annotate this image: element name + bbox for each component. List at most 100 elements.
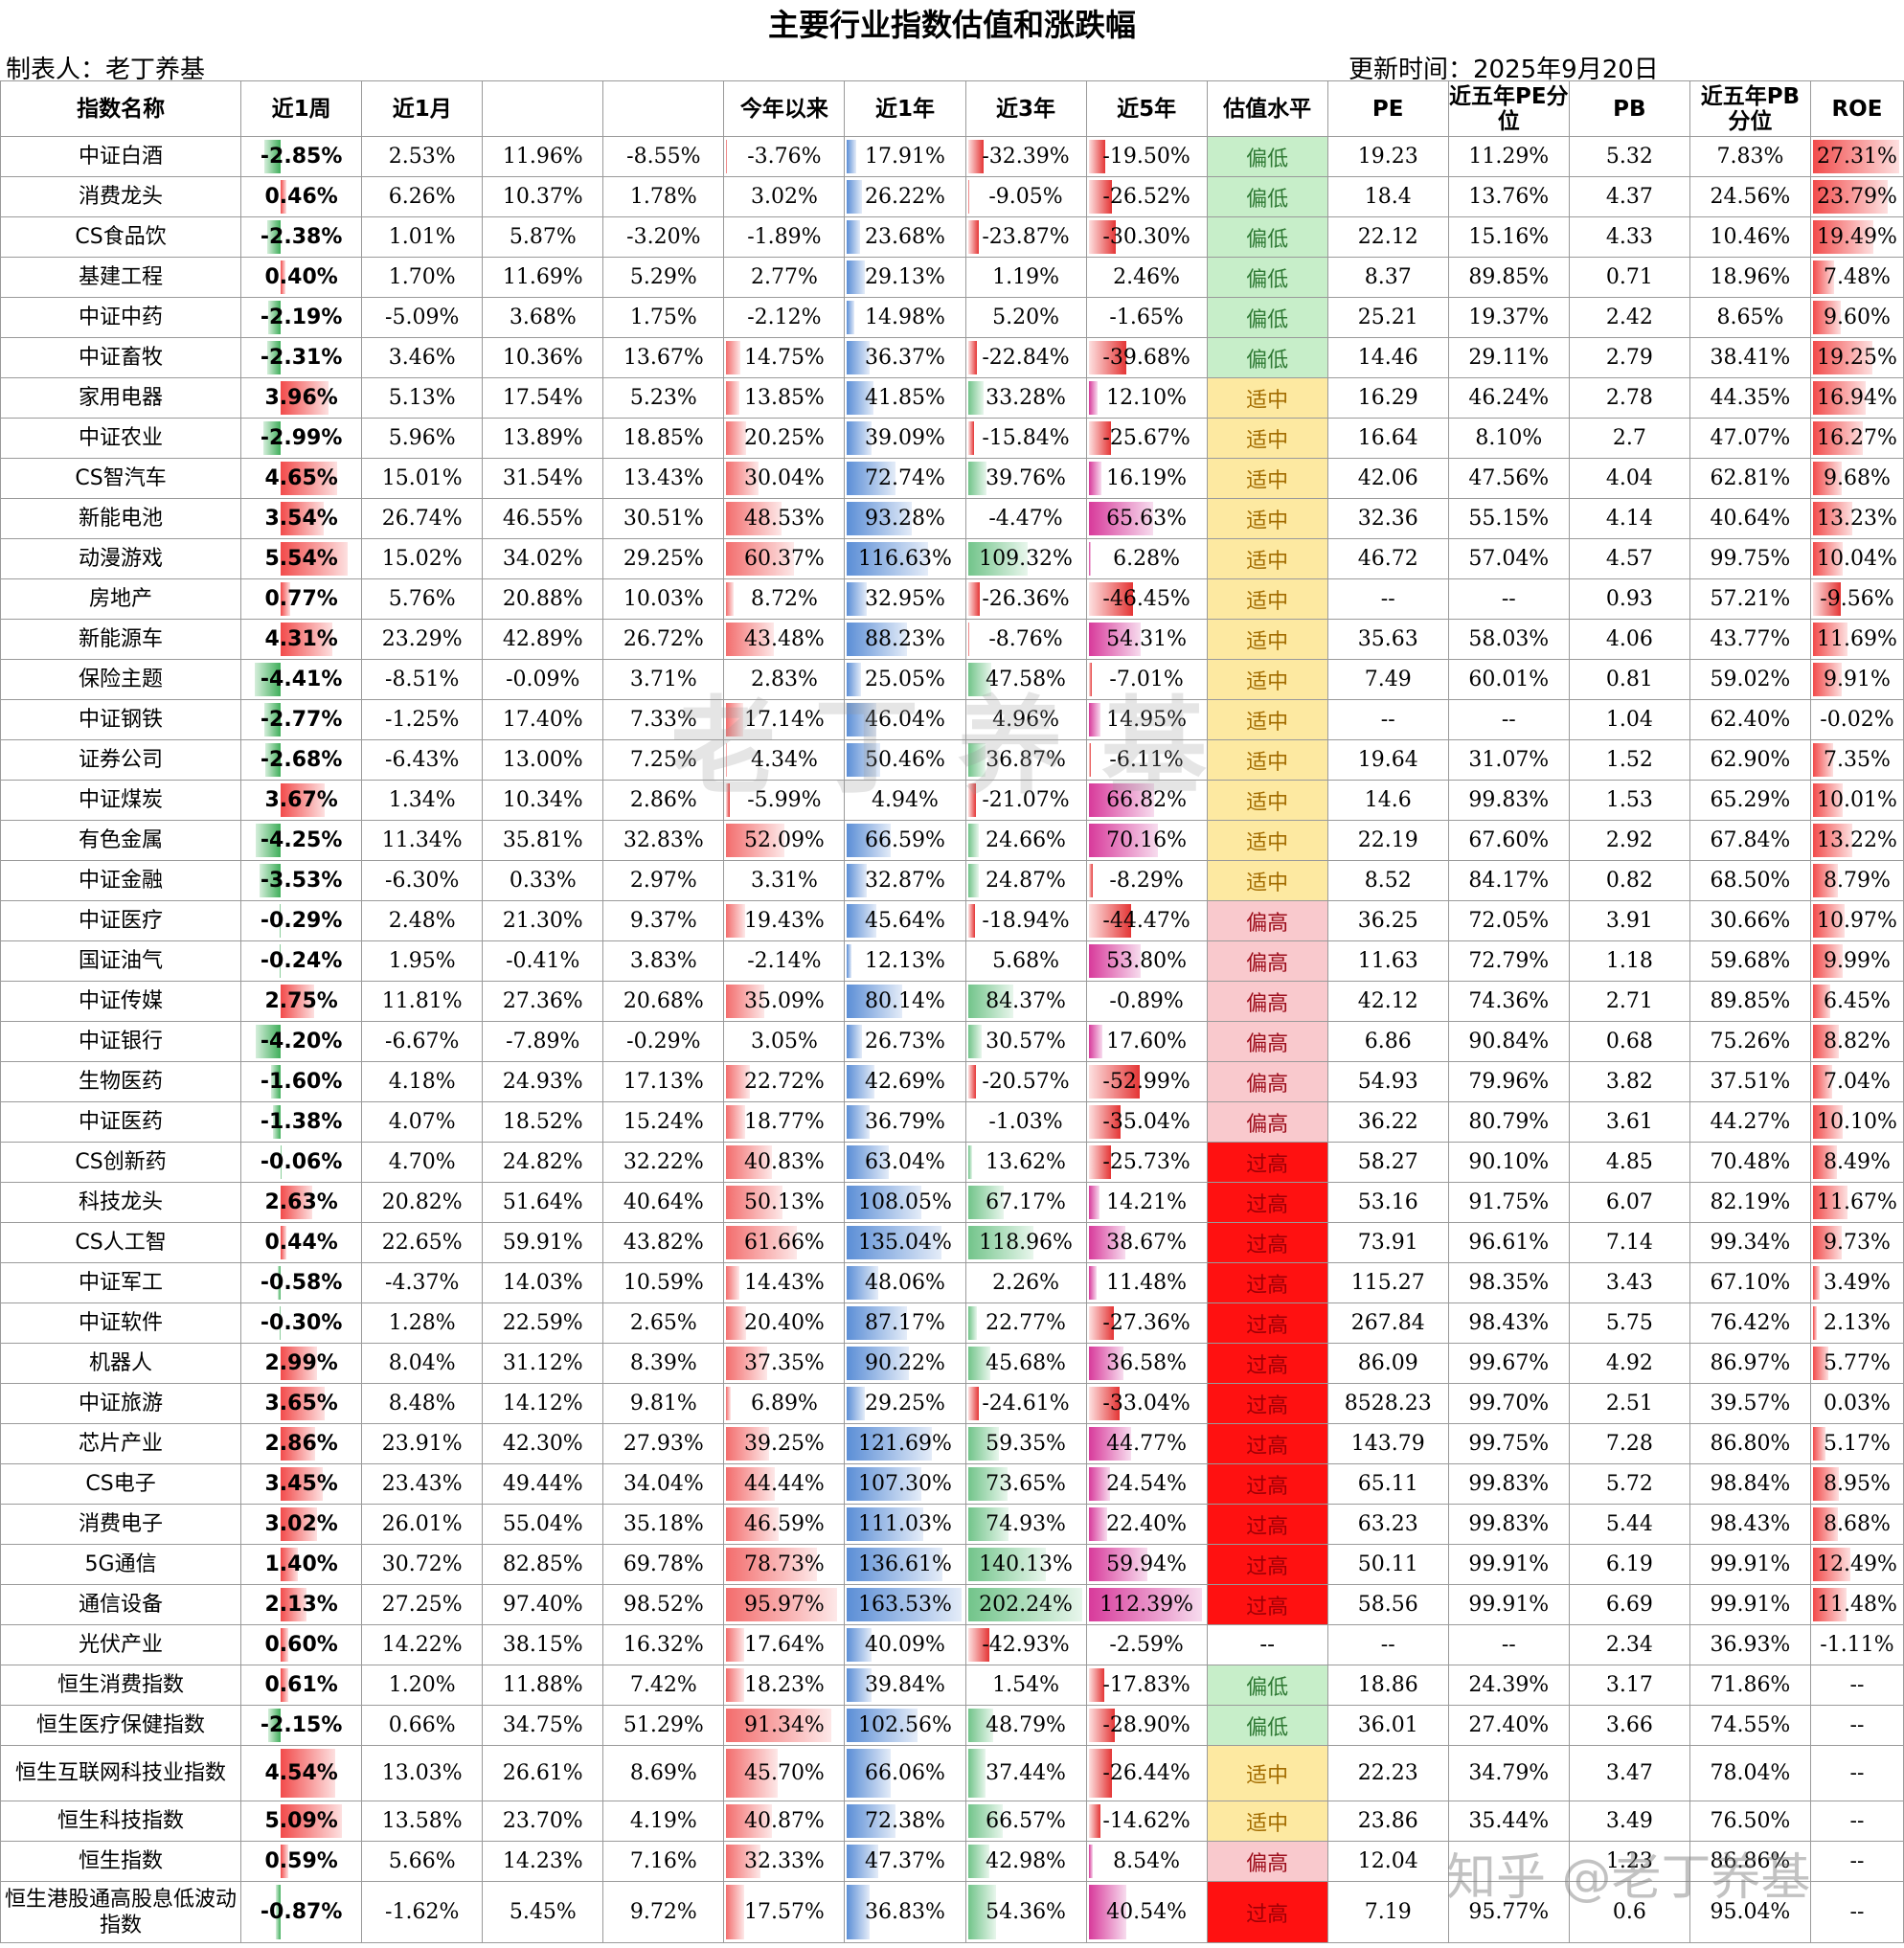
ytd-databar [726,1387,732,1420]
cell-pe-pct-text: 91.75% [1468,1190,1550,1214]
cell-pe: 58.56 [1326,1584,1449,1625]
cell-c3-text: 38.15% [502,1633,583,1657]
w1-databar [281,1628,288,1662]
cell-pb: 3.82 [1568,1061,1690,1102]
y3-databar [967,1186,1004,1219]
cell-pe-pct: 11.29% [1447,136,1570,177]
cell-w1-text: 2.75% [264,989,338,1013]
cell-m1: 1.20% [361,1665,484,1706]
cell-pe-pct-text: 60.01% [1468,668,1550,691]
cell-roe: 8.79% [1809,860,1904,901]
cell-w1-text: -2.19% [260,306,343,329]
cell-ytd: 20.40% [723,1302,846,1344]
cell-name: 中证银行 [0,1021,242,1062]
cell-ytd: 48.53% [723,498,846,539]
cell-y1-text: 108.05% [858,1190,952,1214]
cell-m1: 8.48% [361,1383,484,1424]
table-row: 恒生医疗保健指数 -2.15% 0.66% 34.75% 51.29% 91.34% 102… [0,1705,1904,1746]
cell-y1: 88.23% [844,619,966,660]
y1-databar [847,502,912,535]
cell-roe-text: 16.94% [1817,386,1897,410]
cell-c4: 17.13% [602,1061,725,1102]
cell-level: 偏高 [1206,1061,1328,1102]
cell-pb: 3.43 [1568,1262,1690,1303]
cell-y5: 65.63% [1085,498,1208,539]
cell-c3: 97.40% [482,1584,604,1625]
cell-y5-text: 24.54% [1106,1472,1188,1496]
cell-pe-text: 42.12 [1357,989,1418,1013]
cell-pe: 19.23 [1326,136,1449,177]
ytd-databar [726,1709,832,1742]
cell-y5-text: -52.99% [1102,1070,1190,1094]
y1-databar [847,301,854,334]
ytd-databar [726,1507,780,1541]
cell-m1: -6.43% [361,739,484,781]
cell-pb: 6.69 [1568,1584,1690,1625]
y1-databar [847,1105,870,1139]
cell-pb-pct: 18.96% [1689,257,1811,298]
y5-databar [1088,1186,1099,1219]
cell-y5-text: -30.30% [1102,225,1190,249]
cell-pe-pct: 15.16% [1447,216,1570,258]
cell-name-text: 中证软件 [79,1311,164,1335]
cell-level-text: 偏低 [1246,267,1289,292]
cell-level: 过高 [1206,1182,1328,1223]
cell-level-text: 偏低 [1246,227,1289,252]
cell-y3: -26.36% [964,578,1087,620]
cell-roe: 9.68% [1809,458,1904,499]
cell-ytd-text: 22.72% [743,1070,825,1094]
cell-m1: 5.96% [361,418,484,459]
cell-roe-text: 7.35% [1824,748,1891,772]
cell-c3: 49.44% [482,1463,604,1505]
roe-databar [1812,623,1848,656]
cell-y3: 36.87% [964,739,1087,781]
cell-pe-text: 36.22 [1357,1110,1418,1134]
cell-pb-text: 0.81 [1605,668,1653,691]
cell-pb-pct-text: 47.07% [1710,426,1791,450]
cell-y3-text: -26.36% [982,587,1070,611]
cell-c3: 3.68% [482,297,604,338]
cell-c4-text: 9.37% [629,909,697,933]
cell-y1-text: 32.95% [865,587,945,611]
y3-databar [967,783,976,817]
cell-c3: 0.33% [482,860,604,901]
cell-roe-text: 10.01% [1817,788,1897,812]
cell-y3: -21.07% [964,780,1087,821]
cell-c4-text: 7.42% [629,1673,697,1697]
table-row: CS创新药 -0.06% 4.70% 24.82% 32.22% 40.83% 63.04%… [0,1142,1904,1183]
y5-databar [1088,1387,1120,1420]
cell-pe: 22.19 [1326,820,1449,861]
cell-name-text: 新能电池 [79,507,164,531]
cell-y3-text: -1.03% [988,1110,1063,1134]
cell-name-text: 国证油气 [79,949,164,973]
w1-databar [262,421,282,455]
cell-ytd: 17.64% [723,1624,846,1665]
cell-w1-text: 0.59% [264,1849,338,1873]
w1-databar [281,1749,336,1798]
cell-c3: 10.36% [482,337,604,378]
cell-pb: 0.6 [1568,1881,1690,1943]
cell-pb-pct: 44.35% [1689,377,1811,419]
w1-databar [281,1507,318,1541]
cell-c4: 43.82% [602,1222,725,1263]
cell-c3: 11.96% [482,136,604,177]
roe-databar [1812,542,1843,576]
cell-y1: 39.09% [844,418,966,459]
w1-databar [277,1266,282,1300]
cell-level-text: 偏高 [1246,1112,1289,1137]
cell-y1: 36.37% [844,337,966,378]
cell-y3-text: -9.05% [988,185,1063,209]
cell-roe: -9.56% [1809,578,1904,620]
table-row: 5G通信 1.40% 30.72% 82.85% 69.78% 78.73% 136.61%… [0,1544,1904,1585]
cell-name: 生物医药 [0,1061,242,1102]
cell-ytd-text: 17.57% [743,1900,825,1924]
cell-c3-text: 26.61% [502,1761,583,1785]
w1-databar [256,1025,282,1058]
w1-databar [267,301,282,334]
cell-c4: 98.52% [602,1584,725,1625]
cell-level-text: 偏低 [1246,187,1289,212]
cell-pe-pct: 8.10% [1447,418,1570,459]
cell-name-text: 光伏产业 [79,1633,164,1657]
y5-databar [1088,1145,1112,1179]
cell-ytd-text: 3.02% [750,185,818,209]
